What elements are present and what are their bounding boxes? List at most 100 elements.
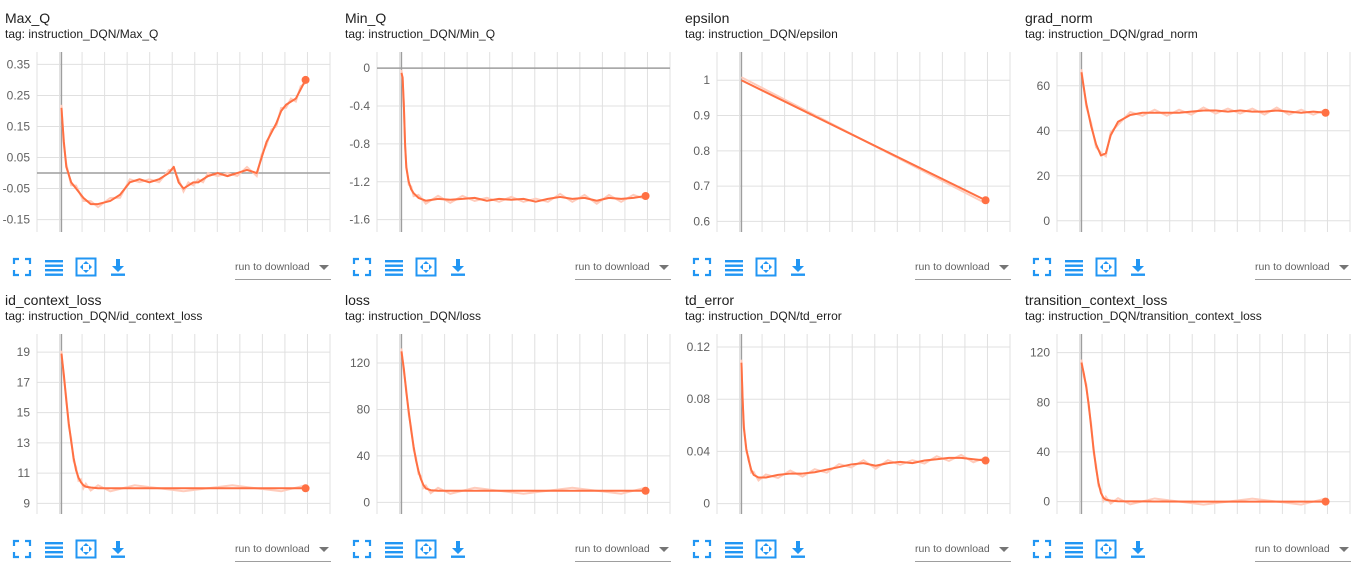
y-tick-label: 40 bbox=[357, 449, 371, 463]
caret-down-icon bbox=[999, 265, 1009, 270]
last-point-marker bbox=[981, 196, 990, 205]
chart-card-Min-Q: Min_Q tag: instruction_DQN/Min_Q 0 -0.4 -0.8… bbox=[340, 0, 680, 280]
fit-domain-icon bbox=[1095, 539, 1117, 559]
list-icon bbox=[1065, 260, 1083, 276]
grid-lines bbox=[376, 334, 671, 514]
y-tick-label: -0.4 bbox=[349, 99, 370, 113]
fit-domain-icon bbox=[415, 257, 437, 277]
y-tick-label: 1 bbox=[703, 73, 710, 87]
run-to-download-select[interactable]: run to download bbox=[235, 257, 331, 280]
fit-domain-button[interactable] bbox=[754, 255, 778, 279]
last-point-marker bbox=[301, 484, 310, 493]
list-button[interactable] bbox=[1062, 255, 1086, 279]
run-to-download-select[interactable]: run to download bbox=[235, 539, 331, 562]
last-point-marker bbox=[641, 486, 650, 495]
chart-plot[interactable]: 0 40 80 120 bbox=[340, 282, 675, 518]
y-tick-label: 0.7 bbox=[693, 179, 710, 193]
chart-title: Max_Q bbox=[5, 10, 51, 26]
series-line bbox=[1080, 72, 1326, 157]
series-line bbox=[400, 351, 646, 492]
chart-plot[interactable]: 0 20 40 60 bbox=[1020, 0, 1355, 236]
list-button[interactable] bbox=[382, 537, 406, 561]
expand-button[interactable] bbox=[690, 255, 714, 279]
list-button[interactable] bbox=[1062, 537, 1086, 561]
series-line-raw bbox=[1080, 359, 1326, 506]
run-to-download-select[interactable]: run to download bbox=[575, 257, 671, 280]
fit-domain-button[interactable] bbox=[414, 537, 438, 561]
fit-domain-button[interactable] bbox=[754, 537, 778, 561]
chart-plot[interactable]: 0 40 80 120 bbox=[1020, 282, 1355, 518]
fit-domain-button[interactable] bbox=[74, 255, 98, 279]
chart-plot[interactable]: -0.15 -0.05 0.05 0.15 0.25 0.35 bbox=[0, 0, 335, 236]
last-point-marker bbox=[1321, 497, 1330, 506]
list-icon bbox=[45, 260, 63, 276]
chart-title: loss bbox=[345, 292, 370, 308]
list-icon bbox=[385, 260, 403, 276]
chart-plot[interactable]: 9 11 13 15 17 19 bbox=[0, 282, 335, 518]
y-tick-label: 0.6 bbox=[693, 214, 710, 228]
download-button[interactable] bbox=[786, 537, 810, 561]
expand-icon bbox=[12, 539, 32, 559]
caret-down-icon bbox=[319, 265, 329, 270]
fit-domain-button[interactable] bbox=[1094, 537, 1118, 561]
y-tick-label: 11 bbox=[18, 466, 31, 480]
fit-domain-button[interactable] bbox=[1094, 255, 1118, 279]
y-tick-label: 0.25 bbox=[7, 88, 31, 102]
fit-domain-button[interactable] bbox=[414, 255, 438, 279]
run-to-download-select[interactable]: run to download bbox=[1255, 539, 1351, 562]
expand-button[interactable] bbox=[10, 255, 34, 279]
download-button[interactable] bbox=[106, 255, 130, 279]
caret-down-icon bbox=[659, 265, 669, 270]
expand-button[interactable] bbox=[350, 537, 374, 561]
expand-button[interactable] bbox=[1030, 537, 1054, 561]
chart-toolbar: run to download bbox=[680, 255, 1020, 281]
list-button[interactable] bbox=[722, 255, 746, 279]
y-tick-label: 9 bbox=[23, 496, 30, 510]
y-tick-label: 0.35 bbox=[7, 57, 31, 71]
download-button[interactable] bbox=[1126, 255, 1150, 279]
y-tick-label: 0 bbox=[1043, 495, 1050, 509]
y-tick-label: 0.9 bbox=[693, 109, 710, 123]
y-tick-label: 0.12 bbox=[687, 340, 711, 354]
download-icon bbox=[1131, 259, 1145, 276]
expand-button[interactable] bbox=[690, 537, 714, 561]
y-tick-label: 80 bbox=[1037, 395, 1051, 409]
caret-down-icon bbox=[659, 547, 669, 552]
download-button[interactable] bbox=[1126, 537, 1150, 561]
series-line-raw bbox=[60, 350, 306, 493]
list-button[interactable] bbox=[382, 255, 406, 279]
expand-button[interactable] bbox=[10, 537, 34, 561]
last-point-marker bbox=[641, 192, 650, 200]
run-to-download-select[interactable]: run to download bbox=[915, 257, 1011, 280]
chart-card-grad-norm: grad_norm tag: instruction_DQN/grad_norm 0… bbox=[1020, 0, 1360, 280]
y-tick-label: 60 bbox=[1037, 79, 1051, 93]
chart-plot[interactable]: 1 0.9 0.8 0.7 0.6 bbox=[680, 0, 1015, 236]
list-button[interactable] bbox=[42, 255, 66, 279]
fit-domain-button[interactable] bbox=[74, 537, 98, 561]
run-to-download-select[interactable]: run to download bbox=[915, 539, 1011, 562]
grid-lines bbox=[36, 52, 331, 232]
y-tick-label: 0 bbox=[363, 61, 370, 75]
list-button[interactable] bbox=[42, 537, 66, 561]
chart-plot[interactable]: 0 0.04 0.08 0.12 bbox=[680, 282, 1015, 518]
expand-icon bbox=[692, 257, 712, 277]
chart-tag: tag: instruction_DQN/Min_Q bbox=[345, 27, 496, 41]
download-button[interactable] bbox=[106, 537, 130, 561]
list-icon bbox=[45, 542, 63, 558]
run-to-download-select[interactable]: run to download bbox=[1255, 257, 1351, 280]
chart-toolbar: run to download bbox=[1020, 537, 1360, 563]
download-button[interactable] bbox=[446, 537, 470, 561]
chart-plot[interactable]: 0 -0.4 -0.8 -1.2 -1.6 bbox=[340, 0, 675, 236]
download-button[interactable] bbox=[446, 255, 470, 279]
expand-button[interactable] bbox=[1030, 255, 1054, 279]
run-to-download-label: run to download bbox=[575, 261, 650, 273]
fit-domain-icon bbox=[755, 539, 777, 559]
list-button[interactable] bbox=[722, 537, 746, 561]
run-to-download-select[interactable]: run to download bbox=[575, 539, 671, 562]
download-button[interactable] bbox=[786, 255, 810, 279]
y-tick-label: 20 bbox=[1037, 169, 1051, 183]
expand-button[interactable] bbox=[350, 255, 374, 279]
y-tick-label: 19 bbox=[17, 345, 31, 359]
fit-domain-icon bbox=[415, 539, 437, 559]
chart-tag: tag: instruction_DQN/td_error bbox=[685, 309, 842, 323]
